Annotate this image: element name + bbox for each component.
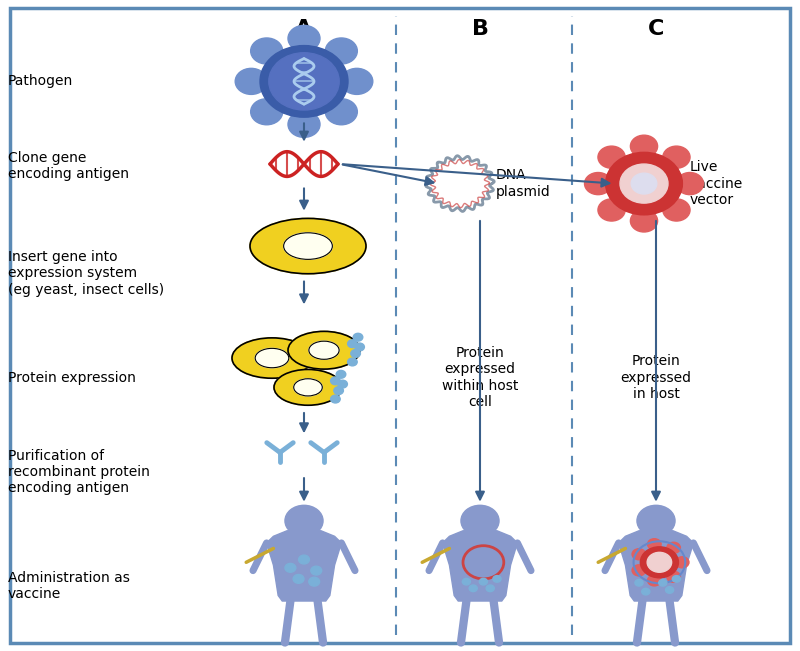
Circle shape bbox=[676, 173, 703, 195]
Ellipse shape bbox=[232, 338, 312, 378]
Circle shape bbox=[647, 552, 672, 572]
Circle shape bbox=[341, 68, 373, 94]
Text: A: A bbox=[295, 20, 313, 39]
Circle shape bbox=[630, 135, 658, 158]
Circle shape bbox=[606, 152, 682, 215]
Circle shape bbox=[585, 173, 612, 195]
Circle shape bbox=[486, 585, 494, 592]
Circle shape bbox=[667, 572, 681, 583]
Circle shape bbox=[461, 505, 499, 536]
Circle shape bbox=[250, 38, 282, 64]
Circle shape bbox=[637, 505, 675, 536]
Circle shape bbox=[293, 574, 304, 583]
Circle shape bbox=[632, 565, 646, 576]
Circle shape bbox=[462, 578, 470, 585]
Circle shape bbox=[269, 53, 339, 110]
Ellipse shape bbox=[309, 341, 339, 359]
Circle shape bbox=[663, 146, 690, 168]
Text: Clone gene
encoding antigen: Clone gene encoding antigen bbox=[8, 151, 129, 181]
Circle shape bbox=[285, 505, 323, 536]
Circle shape bbox=[330, 377, 340, 385]
Circle shape bbox=[334, 387, 343, 395]
Circle shape bbox=[630, 210, 658, 232]
Circle shape bbox=[354, 333, 363, 341]
Circle shape bbox=[348, 358, 358, 366]
Text: Insert gene into
expression system
(eg yeast, insect cells): Insert gene into expression system (eg y… bbox=[8, 250, 164, 297]
Circle shape bbox=[663, 199, 690, 221]
Text: B: B bbox=[471, 20, 489, 39]
Circle shape bbox=[348, 340, 358, 348]
Ellipse shape bbox=[274, 370, 342, 405]
Text: Purification of
recombinant protein
encoding antigen: Purification of recombinant protein enco… bbox=[8, 449, 150, 495]
Text: Protein expression: Protein expression bbox=[8, 370, 136, 385]
Text: C: C bbox=[648, 20, 664, 39]
Polygon shape bbox=[618, 531, 694, 601]
Ellipse shape bbox=[284, 233, 332, 259]
Circle shape bbox=[620, 164, 668, 203]
Polygon shape bbox=[266, 531, 342, 601]
Circle shape bbox=[330, 395, 340, 403]
Text: Live
vaccine
vector: Live vaccine vector bbox=[690, 160, 743, 207]
Text: DNA
plasmid: DNA plasmid bbox=[496, 169, 550, 199]
Ellipse shape bbox=[288, 331, 360, 369]
Circle shape bbox=[336, 370, 346, 378]
FancyBboxPatch shape bbox=[10, 8, 790, 643]
Circle shape bbox=[666, 587, 674, 593]
Circle shape bbox=[640, 547, 678, 578]
Circle shape bbox=[250, 99, 282, 125]
Circle shape bbox=[288, 111, 320, 137]
Circle shape bbox=[235, 68, 267, 94]
Circle shape bbox=[598, 146, 625, 168]
Circle shape bbox=[598, 199, 625, 221]
Circle shape bbox=[647, 538, 661, 549]
Circle shape bbox=[493, 575, 501, 582]
Circle shape bbox=[632, 549, 646, 560]
Circle shape bbox=[647, 575, 661, 586]
Circle shape bbox=[672, 575, 681, 582]
Text: Administration as
vaccine: Administration as vaccine bbox=[8, 571, 130, 601]
Circle shape bbox=[285, 563, 296, 572]
Circle shape bbox=[326, 99, 358, 125]
Circle shape bbox=[635, 579, 643, 586]
Circle shape bbox=[667, 542, 681, 553]
Circle shape bbox=[355, 343, 365, 351]
Circle shape bbox=[309, 577, 320, 586]
Circle shape bbox=[260, 46, 348, 117]
Circle shape bbox=[298, 555, 310, 564]
Text: Pathogen: Pathogen bbox=[8, 74, 74, 89]
Text: Protein
expressed
in host: Protein expressed in host bbox=[621, 354, 691, 401]
Circle shape bbox=[338, 380, 347, 388]
Circle shape bbox=[658, 579, 667, 586]
Text: Protein
expressed
within host
cell: Protein expressed within host cell bbox=[442, 346, 518, 409]
Circle shape bbox=[350, 350, 361, 357]
Circle shape bbox=[642, 589, 650, 595]
Circle shape bbox=[479, 578, 487, 585]
Circle shape bbox=[675, 557, 689, 568]
Circle shape bbox=[326, 38, 358, 64]
Ellipse shape bbox=[255, 348, 289, 368]
Ellipse shape bbox=[294, 379, 322, 396]
Circle shape bbox=[288, 25, 320, 51]
Circle shape bbox=[469, 585, 478, 592]
Circle shape bbox=[310, 566, 322, 575]
Polygon shape bbox=[442, 531, 518, 601]
Circle shape bbox=[631, 173, 657, 194]
Ellipse shape bbox=[250, 218, 366, 273]
